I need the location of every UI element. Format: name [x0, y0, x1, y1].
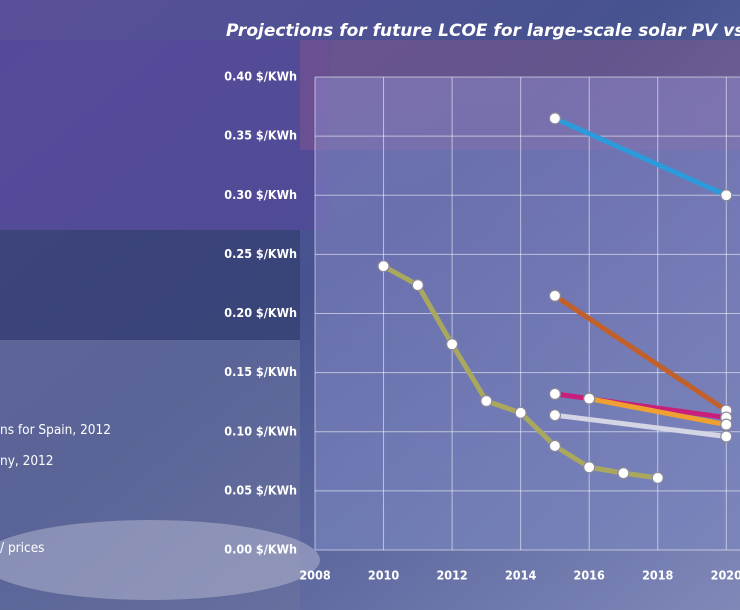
x-tick-label: 2018 [642, 568, 673, 583]
chart-title: Projections for future LCOE for large-sc… [226, 21, 740, 41]
point-marker [548, 409, 562, 422]
series-line [552, 293, 729, 413]
point-marker [548, 387, 562, 401]
point-marker [480, 394, 493, 408]
point-marker [514, 406, 527, 419]
point-marker [720, 430, 733, 443]
point-marker [445, 338, 459, 351]
legend-text: ny, 2012 [0, 453, 54, 469]
series-line [552, 115, 729, 198]
point-marker [617, 467, 630, 480]
x-tick-label: 2010 [368, 568, 399, 583]
point-marker [720, 189, 733, 202]
point-marker [583, 461, 596, 474]
x-tick-label: 2008 [299, 568, 330, 583]
y-tick-label: 0.25 $/KWh [224, 246, 297, 261]
series-line [552, 412, 729, 439]
y-tick-label: 0.30 $/KWh [224, 187, 297, 202]
point-marker [377, 260, 390, 273]
point-marker [583, 392, 596, 405]
y-tick-label: 0.35 $/KWh [224, 128, 297, 143]
point-marker [720, 418, 733, 431]
legend-text: ns for Spain, 2012 [0, 422, 111, 438]
y-tick-label: 0.40 $/KWh [224, 69, 297, 84]
legend-text: / prices [0, 540, 45, 556]
y-tick-label: 0.20 $/KWh [224, 305, 297, 320]
y-tick-label: 0.15 $/KWh [224, 364, 297, 379]
photo-panel [0, 40, 330, 230]
y-tick-label: 0.00 $/KWh [224, 542, 297, 557]
marks [377, 112, 733, 484]
point-marker [411, 279, 424, 292]
y-tick-label: 0.05 $/KWh [224, 482, 297, 497]
point-marker [651, 471, 664, 484]
x-tick-label: 2014 [505, 568, 536, 583]
point-marker [548, 112, 562, 125]
x-tick-label: 2020 [711, 568, 740, 583]
photo-panel [0, 230, 300, 340]
point-marker [548, 439, 562, 453]
point-marker [548, 289, 562, 302]
y-tick-label: 0.10 $/KWh [224, 423, 297, 438]
x-tick-label: 2016 [574, 568, 605, 583]
series-line [586, 396, 729, 428]
photo-shape [0, 520, 320, 600]
x-tick-label: 2012 [436, 568, 467, 583]
